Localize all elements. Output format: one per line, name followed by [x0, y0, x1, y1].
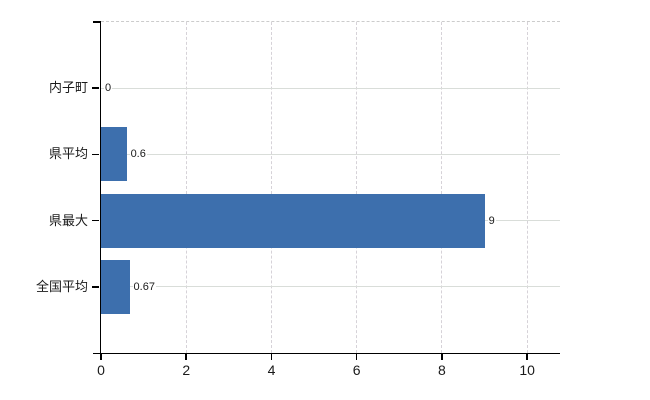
grid-line-horizontal: [101, 87, 560, 89]
category-label: 全国平均: [35, 278, 88, 294]
x-tick-mark: [270, 354, 273, 360]
category-tick-mark: [92, 87, 99, 89]
x-tick-mark: [185, 354, 187, 360]
x-axis-line: [93, 352, 560, 354]
x-tick-mark: [441, 354, 443, 360]
bar-value-label: 9: [487, 213, 496, 228]
category-label: 県平均: [48, 146, 88, 162]
y-axis-line: [99, 21, 101, 354]
x-tick-mark: [355, 354, 358, 360]
x-axis-tick-label: 8: [438, 362, 446, 378]
bar-value-label: 0: [104, 81, 113, 96]
plot-top-border: [101, 21, 560, 22]
category-tick-mark: [92, 153, 99, 156]
x-axis-tick-label: 10: [519, 362, 535, 378]
y-axis-top-tick: [93, 21, 101, 23]
bar: [101, 127, 127, 182]
x-tick-mark: [526, 354, 528, 360]
grid-line-horizontal: [101, 286, 560, 288]
grid-line-vertical: [270, 22, 272, 353]
x-axis-tick-label: 6: [352, 362, 361, 378]
category-label: 県最大: [48, 212, 88, 228]
x-axis-tick-label: 4: [267, 362, 276, 378]
grid-line-vertical: [526, 22, 528, 353]
category-tick-mark: [92, 286, 99, 288]
x-axis-tick-label: 0: [97, 362, 105, 378]
grid-line-horizontal: [101, 153, 560, 155]
category-label: 内子町: [48, 80, 88, 96]
x-axis-tick-label: 2: [182, 362, 191, 378]
bar: [101, 193, 485, 248]
x-tick-mark: [100, 354, 102, 360]
grid-line-vertical: [185, 22, 187, 353]
grid-line-vertical: [356, 22, 358, 353]
grid-line-vertical: [441, 22, 443, 353]
category-tick-mark: [92, 219, 99, 222]
bar-value-label: 0.67: [132, 279, 156, 294]
bar-value-label: 0.6: [129, 147, 147, 162]
bar: [101, 259, 130, 314]
